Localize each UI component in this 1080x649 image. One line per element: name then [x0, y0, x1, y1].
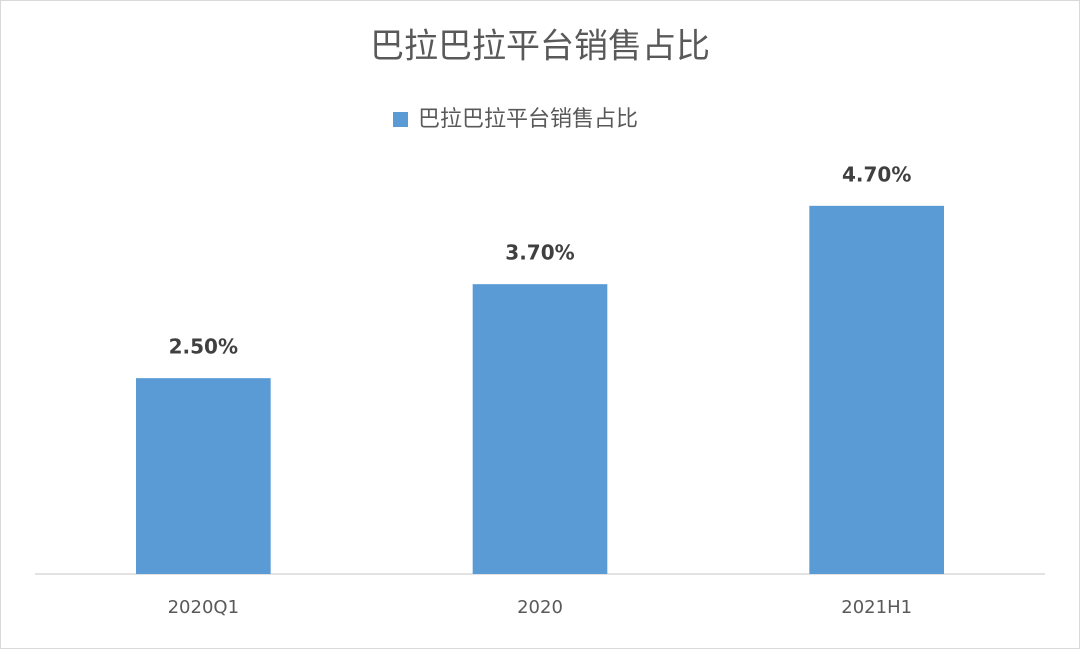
data-label: 2.50%: [169, 335, 238, 359]
x-tick-label: 2020: [517, 597, 563, 618]
bar: [136, 378, 271, 574]
legend-swatch: [393, 112, 408, 127]
bar: [472, 284, 608, 574]
data-label: 4.70%: [842, 162, 911, 186]
legend-label: 巴拉巴拉平台销售占比: [418, 107, 638, 132]
data-label: 3.70%: [505, 241, 574, 265]
x-tick-label: 2021H1: [841, 597, 912, 618]
chart-title: 巴拉巴拉平台销售占比: [370, 27, 710, 67]
bar: [809, 205, 944, 575]
x-tick-label: 2020Q1: [168, 597, 239, 618]
